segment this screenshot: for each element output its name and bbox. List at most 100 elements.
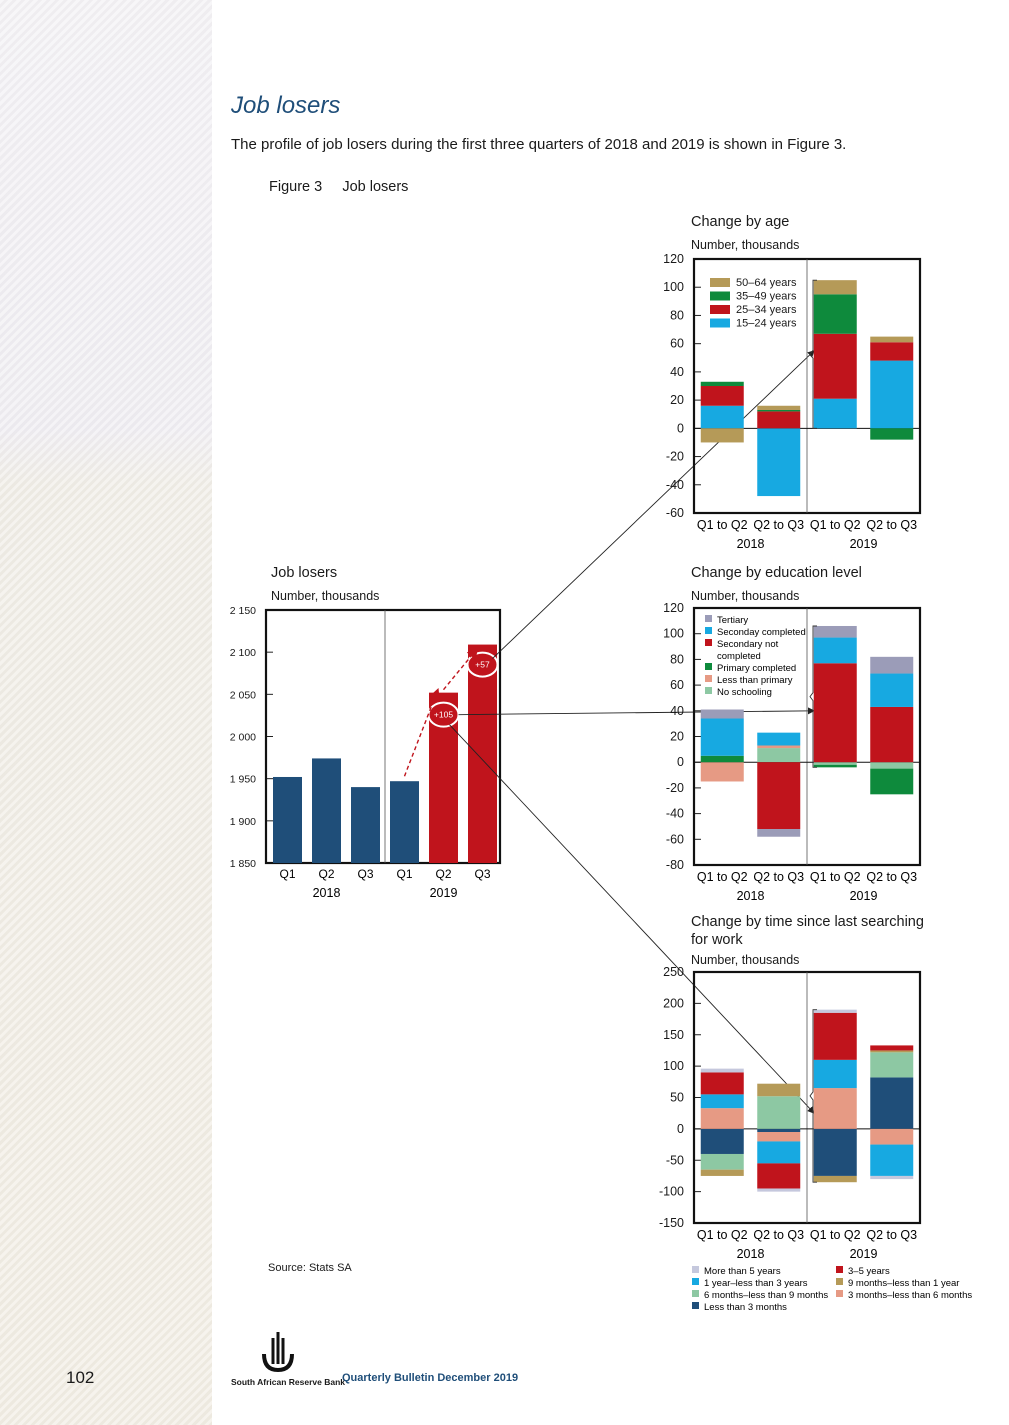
stacked-bar-segment-education bbox=[757, 732, 801, 746]
chart-title-job_losers: Job losers bbox=[271, 565, 337, 581]
stacked-bar-segment-time_searching bbox=[757, 1083, 801, 1097]
stacked-bar-segment-age bbox=[757, 405, 801, 410]
stacked-bar-segment-time_searching bbox=[757, 1141, 801, 1164]
chart-title-time_searching: for work bbox=[691, 932, 743, 948]
source-note: Source: Stats SA bbox=[268, 1262, 352, 1274]
stacked-bar-segment-education bbox=[813, 637, 857, 664]
stacked-bar-segment-time_searching bbox=[700, 1072, 744, 1095]
x-tick-label-job_losers: Q1 bbox=[396, 867, 412, 881]
chart-unit-education: Number, thousands bbox=[691, 589, 799, 603]
legend-label-age: 35–49 years bbox=[736, 291, 797, 303]
stacked-bar-segment-time_searching bbox=[870, 1045, 914, 1051]
legend-swatch-education bbox=[705, 615, 712, 622]
y-tick-label-job_losers: 1 900 bbox=[230, 816, 256, 828]
x-tick-label-age: Q2 to Q3 bbox=[753, 518, 804, 532]
legend-swatch-age bbox=[710, 278, 730, 287]
y-tick-label-time_searching: 0 bbox=[677, 1122, 684, 1136]
legend-label-time_searching: 3–5 years bbox=[848, 1266, 890, 1277]
change-badge-label: +105 bbox=[434, 710, 453, 720]
brace-education bbox=[809, 625, 817, 768]
legend-swatch-age bbox=[710, 291, 730, 301]
x-tick-label-time_searching: Q2 to Q3 bbox=[753, 1228, 804, 1242]
legend-swatch-time_searching bbox=[692, 1302, 699, 1309]
stacked-bar-segment-age bbox=[870, 336, 914, 343]
y-tick-label-age: 0 bbox=[677, 421, 684, 435]
legend-swatch-time_searching bbox=[836, 1266, 843, 1273]
y-tick-label-education: 0 bbox=[677, 755, 684, 769]
legend-label-age: 15–24 years bbox=[736, 318, 797, 330]
y-tick-label-time_searching: -50 bbox=[666, 1153, 684, 1167]
legend-swatch-age bbox=[710, 305, 730, 314]
stacked-bar-segment-education bbox=[813, 663, 857, 763]
y-tick-label-age: -40 bbox=[666, 478, 684, 492]
legend-swatch-time_searching bbox=[836, 1290, 843, 1297]
legend-label-education: Tertiary bbox=[717, 615, 748, 626]
legend-label-education: Primary completed bbox=[717, 663, 796, 674]
stacked-bar-segment-age bbox=[757, 409, 801, 412]
x-tick-label-job_losers: Q1 bbox=[279, 867, 295, 881]
stacked-bar-segment-education bbox=[700, 718, 744, 756]
y-tick-label-time_searching: -150 bbox=[659, 1216, 684, 1230]
x-tick-label-job_losers: Q3 bbox=[474, 867, 490, 881]
legend-swatch-education bbox=[705, 639, 712, 646]
legend-label-education: Less than primary bbox=[717, 675, 793, 686]
stacked-bar-segment-time_searching bbox=[813, 1175, 857, 1183]
bar-job-losers bbox=[468, 644, 497, 863]
stacked-bar-segment-time_searching bbox=[870, 1128, 914, 1145]
y-tick-label-education: -20 bbox=[666, 781, 684, 795]
x-group-label-job_losers: 2018 bbox=[313, 886, 341, 900]
y-tick-label-age: -60 bbox=[666, 506, 684, 520]
legend-swatch-education bbox=[705, 627, 712, 634]
legend-label-education: No schooling bbox=[717, 687, 772, 698]
legend-swatch-time_searching bbox=[836, 1278, 843, 1285]
chart-unit-age: Number, thousands bbox=[691, 238, 799, 252]
bar-job-losers bbox=[312, 758, 341, 863]
stacked-bar-segment-time_searching bbox=[813, 1059, 857, 1089]
legend-label-age: 25–34 years bbox=[736, 304, 797, 316]
figure-label: Figure 3 Job losers bbox=[269, 179, 409, 195]
y-tick-label-education: 40 bbox=[670, 704, 684, 718]
x-tick-label-job_losers: Q3 bbox=[357, 867, 373, 881]
y-tick-label-education: -80 bbox=[666, 858, 684, 872]
stacked-bar-segment-education bbox=[757, 748, 801, 763]
stacked-bar-segment-education bbox=[870, 706, 914, 763]
stacked-bar-segment-time_searching bbox=[700, 1068, 744, 1073]
stacked-bar-segment-time_searching bbox=[757, 1128, 801, 1133]
x-tick-label-age: Q2 to Q3 bbox=[866, 518, 917, 532]
stacked-bar-segment-time_searching bbox=[700, 1108, 744, 1129]
x-tick-label-time_searching: Q2 to Q3 bbox=[866, 1228, 917, 1242]
stacked-bar-segment-time_searching bbox=[700, 1094, 744, 1109]
y-tick-label-time_searching: 50 bbox=[670, 1091, 684, 1105]
chart-unit-time_searching: Number, thousands bbox=[691, 953, 799, 967]
x-tick-label-job_losers: Q2 bbox=[318, 867, 334, 881]
stacked-bar-segment-education bbox=[813, 625, 857, 638]
x-tick-label-education: Q1 to Q2 bbox=[697, 870, 748, 884]
chart-title-age: Change by age bbox=[691, 214, 789, 230]
y-tick-label-education: -40 bbox=[666, 807, 684, 821]
section-title: Job losers bbox=[231, 92, 341, 119]
stacked-bar-segment-education bbox=[757, 762, 801, 830]
stacked-bar-segment-age bbox=[870, 342, 914, 361]
legend-label-time_searching: More than 5 years bbox=[704, 1266, 781, 1277]
x-group-label-job_losers: 2019 bbox=[430, 886, 458, 900]
legend-swatch-education bbox=[705, 663, 712, 670]
x-group-label-time_searching: 2018 bbox=[737, 1247, 765, 1261]
x-tick-label-time_searching: Q1 to Q2 bbox=[810, 1228, 861, 1242]
chart-unit-job_losers: Number, thousands bbox=[271, 589, 379, 603]
stacked-bar-segment-time_searching bbox=[700, 1128, 744, 1154]
x-group-label-education: 2019 bbox=[850, 889, 878, 903]
legend-swatch-time_searching bbox=[692, 1290, 699, 1297]
legend-label-time_searching: 1 year–less than 3 years bbox=[704, 1278, 808, 1289]
y-tick-label-age: 20 bbox=[670, 393, 684, 407]
x-tick-label-age: Q1 to Q2 bbox=[697, 518, 748, 532]
y-tick-label-education: 80 bbox=[670, 652, 684, 666]
y-tick-label-job_losers: 2 100 bbox=[230, 647, 256, 659]
y-tick-label-job_losers: 2 000 bbox=[230, 732, 256, 744]
connector-to-age bbox=[492, 350, 815, 659]
y-tick-label-education: 20 bbox=[670, 730, 684, 744]
stacked-bar-segment-time_searching bbox=[757, 1096, 801, 1129]
connector-to-education bbox=[458, 707, 816, 716]
brace-age bbox=[809, 279, 817, 429]
stacked-bar-segment-age bbox=[870, 428, 914, 440]
stacked-bar-segment-age bbox=[700, 405, 744, 429]
